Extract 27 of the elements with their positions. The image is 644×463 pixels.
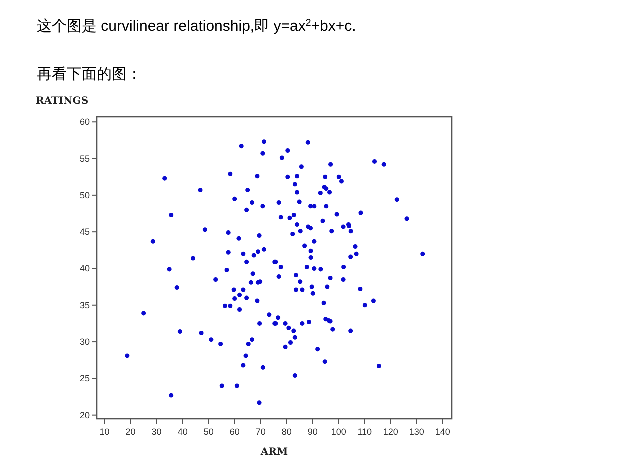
y-tick-label: 50 [80, 190, 90, 200]
x-tick-label: 30 [152, 427, 162, 437]
x-tick-label: 80 [282, 427, 292, 437]
chart-subtitle: 再看下面的图： [37, 66, 142, 83]
y-tick-label: 45 [80, 227, 90, 238]
y-tick-label: 30 [80, 337, 90, 348]
x-axis-title: ARM [260, 447, 288, 458]
y-tick-label: 35 [80, 300, 90, 310]
y-tick-label: 60 [80, 117, 90, 128]
x-tick-label: 130 [409, 427, 424, 437]
x-tick-label: 50 [204, 427, 214, 437]
chart-title: 这个图是 curvilinear relationship,即 y=ax$^{2}$+bx+c. [37, 18, 356, 35]
x-tick-label: 100 [331, 427, 346, 437]
x-tick-label: 120 [383, 427, 398, 437]
x-tick-label: 60 [230, 427, 240, 437]
y-tick-label: 20 [80, 410, 90, 420]
x-tick-label: 20 [126, 427, 136, 437]
x-tick-label: 90 [308, 427, 318, 437]
x-tick-label: 10 [100, 427, 110, 437]
x-tick-label: 110 [358, 427, 372, 437]
y-axis-title: RATINGS [36, 96, 89, 107]
y-tick-label: 25 [80, 374, 90, 384]
y-tick-label: 55 [80, 154, 90, 164]
x-tick-label: 140 [435, 427, 450, 437]
x-tick-label: 70 [256, 427, 266, 437]
x-tick-label: 40 [178, 427, 188, 437]
y-tick-label: 40 [80, 264, 90, 274]
